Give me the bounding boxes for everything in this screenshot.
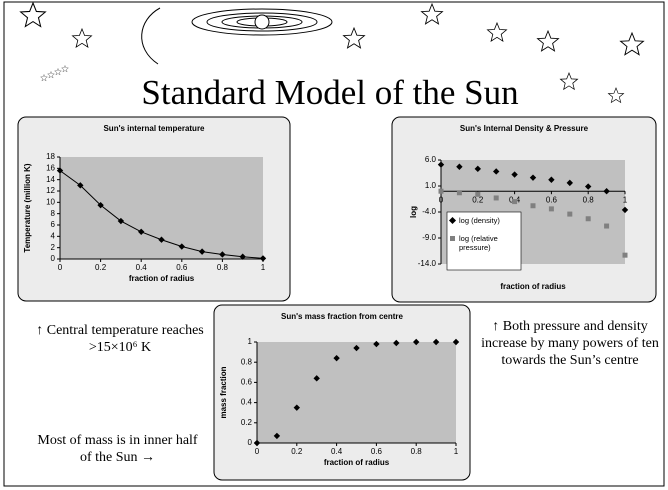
y-tick-label: -14.0	[418, 259, 437, 268]
y-tick-label: 0	[51, 254, 56, 263]
marker	[439, 189, 444, 194]
x-tick-label: 0.2	[291, 447, 303, 456]
x-tick-label: 1	[623, 195, 628, 204]
y-tick-label: 4	[51, 231, 56, 240]
legend-marker	[449, 217, 456, 224]
y-tick-label: 10	[46, 197, 55, 206]
y-axis-label: mass fraction	[219, 366, 228, 418]
x-tick-label: 0.8	[583, 195, 595, 204]
slide-title: Standard Model of the Sun	[141, 73, 518, 112]
x-tick-label: 1	[261, 263, 266, 272]
plot-area	[60, 157, 263, 259]
marker	[623, 253, 628, 258]
marker	[604, 224, 609, 229]
x-tick-label: 0.4	[331, 447, 343, 456]
x-tick-label: 0.8	[411, 447, 423, 456]
slide: Standard Model of the Sun Sun's internal…	[0, 0, 668, 490]
chart-title: Sun's Internal Density & Pressure	[460, 124, 589, 133]
y-tick-label: 16	[46, 163, 55, 172]
x-tick-label: 0	[439, 195, 444, 204]
y-tick-label: 18	[46, 152, 55, 161]
y-tick-label: 2	[51, 243, 56, 252]
x-tick-label: 0.2	[95, 263, 107, 272]
marker	[457, 190, 462, 195]
caption: ↑ Central temperature reaches >15×10⁶ K	[30, 322, 210, 356]
caption: Most of mass is in inner half of the Sun…	[30, 432, 205, 466]
slide-canvas: Standard Model of the Sun Sun's internal…	[0, 0, 668, 490]
marker	[494, 195, 499, 200]
y-tick-label: -4.0	[422, 207, 436, 216]
legend-item: log (relative pressure)	[449, 234, 519, 252]
y-axis-label: log	[409, 206, 418, 218]
marker	[531, 203, 536, 208]
x-tick-label: 0.4	[136, 263, 148, 272]
y-tick-label: 0.8	[241, 357, 253, 366]
y-axis-label: Temperature (million K)	[23, 163, 32, 253]
y-tick-label: 0.2	[241, 418, 253, 427]
legend-label: log (relative pressure)	[459, 234, 519, 252]
marker	[586, 216, 591, 221]
y-tick-label: 12	[46, 186, 55, 195]
marker	[512, 199, 517, 204]
marker	[567, 212, 572, 217]
legend-entry: log (relative pressure)	[449, 234, 519, 264]
y-tick-label: 14	[46, 175, 55, 184]
chart-title: Sun's mass fraction from centre	[281, 312, 403, 321]
y-tick-label: 1.0	[425, 181, 437, 190]
x-tick-label: 0.8	[217, 263, 229, 272]
x-tick-label: 0	[255, 447, 260, 456]
legend-label: log (density)	[459, 216, 500, 225]
x-tick-label: 1	[454, 447, 459, 456]
y-tick-label: -9.0	[422, 233, 436, 242]
x-tick-label: 0.6	[371, 447, 383, 456]
x-axis-label: fraction of radius	[500, 282, 566, 291]
y-tick-label: 0.4	[241, 398, 253, 407]
x-tick-label: 0	[58, 263, 63, 272]
y-tick-label: 0.6	[241, 378, 253, 387]
x-axis-label: fraction of radius	[324, 458, 390, 467]
x-tick-label: 0.6	[546, 195, 558, 204]
caption: ↑ Both pressure and density increase by …	[480, 318, 660, 369]
legend-marker	[450, 236, 455, 241]
plot-area	[257, 342, 456, 443]
x-axis-label: fraction of radius	[129, 274, 195, 283]
y-tick-label: 1	[248, 337, 253, 346]
y-tick-label: 6	[51, 220, 56, 229]
marker	[549, 206, 554, 211]
chart-title: Sun's internal temperature	[103, 124, 205, 133]
marker	[475, 192, 480, 197]
y-tick-label: 8	[51, 209, 56, 218]
y-tick-label: 0	[248, 438, 253, 447]
legend-item: log (density)	[449, 216, 519, 225]
y-tick-label: 6.0	[425, 155, 437, 164]
x-tick-label: 0.6	[176, 263, 188, 272]
